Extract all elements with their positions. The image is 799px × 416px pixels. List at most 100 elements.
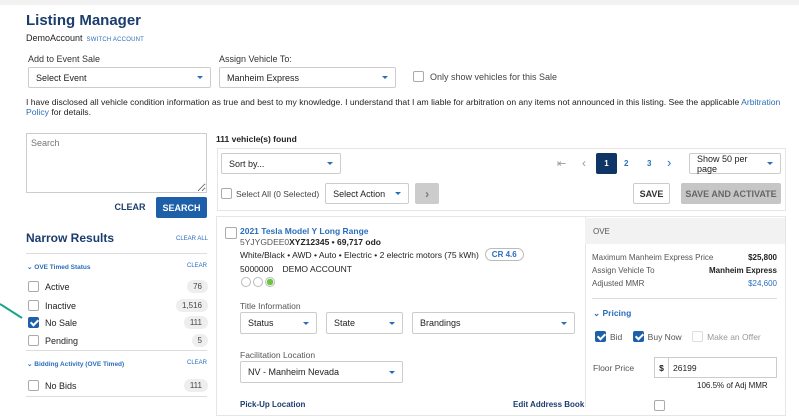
filter-item-inactive[interactable]: Inactive 1,516 [28,299,208,312]
account-name: DEMO ACCOUNT [282,264,352,274]
facilitation-select[interactable]: NV - Manheim Nevada [240,361,403,383]
filter-label: No Sale [45,317,78,328]
checkbox[interactable] [28,300,39,311]
sort-select[interactable]: Sort by... [221,153,341,174]
account-info: 5000000 DEMO ACCOUNT [240,264,352,274]
filter-item-no-bids[interactable]: No Bids 111 [28,379,208,392]
filter-section-bidding-activity[interactable]: ⌄ Bidding Activity (OVE Timed) CLEAR [27,360,207,368]
only-show-label: Only show vehicles for this Sale [430,71,558,82]
title-state-select[interactable]: State [326,312,403,334]
odometer: • 69,717 odo [329,237,381,247]
mmr-value[interactable]: $24,600 [748,279,777,288]
status-light-green [265,277,275,287]
account-name: DemoAccount [26,33,83,43]
save-button[interactable]: SAVE [633,183,670,204]
bid-label: Bid [610,331,623,342]
prev-page-icon[interactable]: ‹ [582,156,586,170]
checkbox[interactable] [221,188,232,199]
edit-address-book-link[interactable]: Edit Address Book [513,400,585,409]
arbitration-policy-link[interactable]: Arbitration Policy [26,97,781,117]
divider [26,253,207,254]
filter-section-ove-timed-status[interactable]: ⌄ OVE Timed Status CLEAR [27,263,207,271]
checkbox[interactable] [413,71,424,82]
bid-checkbox[interactable] [595,331,606,342]
assign-label: Assign Vehicle To: [219,54,292,64]
section-clear-link[interactable]: CLEAR [186,360,207,366]
chevron-down-icon [389,321,395,325]
checkbox[interactable] [28,380,39,391]
floor-price-value[interactable]: 26199 [673,363,697,373]
currency-symbol: $ [655,358,669,377]
assign-select[interactable]: Manheim Express [219,67,396,88]
next-page-icon[interactable]: › [667,155,672,170]
title-status-select[interactable]: Status [240,312,317,334]
facilitation-label: Facilitation Location [240,350,316,360]
ove-header: OVE [585,218,785,244]
cr-badge[interactable]: CR 4.6 [484,248,524,261]
checkbox[interactable] [28,335,39,346]
brandings-value: Brandings [420,318,461,328]
pricing-toggle[interactable]: ⌄ Pricing [593,308,632,318]
filter-label: Active [45,281,70,292]
page-3-button[interactable]: 3 [647,159,652,168]
only-show-checkbox[interactable]: Only show vehicles for this Sale [413,71,557,82]
annotation-arrow [0,303,23,319]
event-label: Add to Event Sale [28,54,101,64]
per-page-value: Show 50 per page [697,153,748,174]
filter-item-active[interactable]: Active 76 [28,280,208,293]
mmr-label: Adjusted MMR [592,279,645,288]
select-action-value: Select Action [333,188,386,199]
filter-item-no-sale[interactable]: No Sale 111 [28,316,208,329]
title-info-label: Title Information [240,301,301,311]
checkbox[interactable] [654,400,665,411]
checkbox-checked[interactable] [28,317,39,328]
floor-price-input[interactable]: $26199 [654,357,777,378]
search-button[interactable]: SEARCH [156,197,207,218]
chevron-right-icon: › [425,186,430,201]
checkbox[interactable] [28,281,39,292]
floor-pct: 106.5% of Adj MMR [697,381,768,390]
divider [26,396,207,397]
section-clear-link[interactable]: CLEAR [186,263,207,269]
switch-account-link[interactable]: SWITCH ACCOUNT [86,37,144,43]
assign-row: Assign Vehicle To Manheim Express [592,266,777,275]
buy-now-checkbox[interactable] [632,331,644,342]
event-select[interactable]: Select Event [28,67,211,88]
disclaimer: I have disclosed all vehicle condition i… [26,97,786,117]
narrow-results-title: Narrow Results [26,231,115,245]
select-action-dropdown[interactable]: Select Action [325,183,410,204]
search-input[interactable] [26,133,207,193]
divider [592,298,777,299]
page-2-button[interactable]: 2 [624,159,629,168]
vin-suffix: XYZ12345 [289,237,330,247]
page-1-button[interactable]: 1 [596,153,617,174]
max-price-value: $25,800 [748,253,777,262]
chevron-down-icon [767,162,773,165]
status-light-off [241,277,251,287]
filter-label: Pending [45,335,79,346]
assign-value: Manheim Express [227,72,300,83]
count-badge: 1,516 [175,299,208,312]
clear-button[interactable]: CLEAR [114,202,146,212]
select-all-checkbox[interactable]: Select All (0 Selected) [221,188,319,199]
brandings-select[interactable]: Brandings [412,312,575,334]
make-offer-checkbox[interactable] [692,331,704,342]
vehicle-title-link[interactable]: 2021 Tesla Model Y Long Range [240,226,369,236]
top-band [0,0,799,5]
filter-item-pending[interactable]: Pending 5 [28,334,208,347]
mmr-row: Adjusted MMR $24,600 [592,279,777,288]
save-and-activate-button[interactable]: SAVE AND ACTIVATE [681,183,781,204]
first-page-icon[interactable]: ⇤ [557,158,567,170]
count-badge: 111 [183,316,208,329]
disclaimer-suffix: for details. [48,107,91,117]
chevron-down-icon [561,321,567,325]
vehicle-checkbox[interactable] [225,227,237,239]
event-value: Select Event [36,72,87,83]
chevron-down-icon [303,321,309,325]
apply-action-button[interactable]: › [415,183,440,204]
assign-label: Assign Vehicle To [592,266,655,275]
vin-prefix: 5YJYGDEE0 [240,237,290,247]
clear-all-link[interactable]: CLEAR ALL [176,236,209,242]
per-page-select[interactable]: Show 50 per page [689,153,781,174]
vin-odo: 5YJYGDEE0XYZ12345 • 69,717 odo [240,237,381,247]
